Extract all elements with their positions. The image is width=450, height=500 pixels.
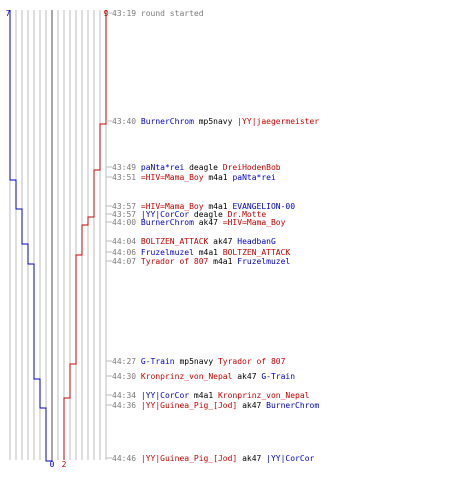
victim-name: BOLTZEN_ATTACK bbox=[218, 248, 290, 257]
event-time: 43:40 BurnerChrom mp5navy |YY|jaegermeis… bbox=[112, 117, 319, 126]
event-timestamp: 44:27 bbox=[112, 357, 136, 366]
killer-name: =HIV=Mama_Boy bbox=[136, 173, 204, 182]
killer-name: paNta*rei bbox=[136, 163, 184, 172]
weapon-name: m4a1 bbox=[208, 257, 232, 266]
kill-event-row: 44:46 |YY|Guinea_Pig_[Jod] ak47 |YY|CorC… bbox=[106, 454, 315, 463]
killer-name: BOLTZEN_ATTACK bbox=[136, 237, 208, 246]
kill-event-row: 44:36 |YY|Guinea_Pig_[Jod] ak47 BurnerCh… bbox=[106, 401, 319, 410]
killer-name: Kronprinz_von_Nepal bbox=[136, 372, 233, 381]
event-time: 44:00 BurnerChrom ak47 =HIV=Mama_Boy bbox=[112, 218, 286, 227]
weapon-name: m4a1 bbox=[204, 173, 228, 182]
weapon-name: m4a1 bbox=[194, 248, 218, 257]
killer-name: |YY|CorCor bbox=[136, 210, 189, 219]
event-timestamp: 44:46 bbox=[112, 454, 136, 463]
event-time: 43:57 |YY|CorCor deagle Dr.Motte bbox=[112, 210, 266, 219]
player-count-grid bbox=[9, 10, 107, 460]
alive-count-steps bbox=[9, 10, 107, 462]
killer-name: Tyrador of 807 bbox=[136, 257, 208, 266]
kill-event-list: 43:19 round started 43:40 BurnerChrom mp5… bbox=[106, 9, 319, 463]
blue-team-alive-line bbox=[9, 10, 53, 462]
killer-name: |YY|Guinea_Pig_[Jod] bbox=[136, 454, 237, 463]
event-time: 44:34 |YY|CorCor m4a1 Kronprinz_von_Nepa… bbox=[112, 391, 310, 400]
event-timestamp: 43:19 bbox=[112, 9, 136, 18]
event-timestamp: 43:49 bbox=[112, 163, 136, 172]
kill-event-row: 43:49 paNta*rei deagle DreiHodenBob bbox=[106, 163, 281, 172]
event-time: 44:06 Fruzelmuzel m4a1 BOLTZEN_ATTACK bbox=[112, 248, 290, 257]
weapon-name: mp5navy bbox=[194, 117, 233, 126]
event-time: 43:19 round started bbox=[112, 9, 204, 18]
weapon-name: ak47 bbox=[237, 401, 261, 410]
event-time: 44:04 BOLTZEN_ATTACK ak47 HeadbanG bbox=[112, 237, 276, 246]
blue-count-top: 7 bbox=[6, 9, 11, 18]
event-timestamp: 44:04 bbox=[112, 237, 136, 246]
event-timestamp: 43:57 bbox=[112, 202, 136, 211]
weapon-name: mp5navy bbox=[175, 357, 214, 366]
weapon-name: ak47 bbox=[208, 237, 232, 246]
event-time: 43:49 paNta*rei deagle DreiHodenBob bbox=[112, 163, 281, 172]
kill-event-row: 44:30 Kronprinz_von_Nepal ak47 G-Train bbox=[106, 372, 295, 381]
killer-name: |YY|Guinea_Pig_[Jod] bbox=[136, 401, 237, 410]
event-time: 44:27 G-Train mp5navy Tyrador of 807 bbox=[112, 357, 286, 366]
event-timestamp: 44:06 bbox=[112, 248, 136, 257]
round-start-row: 43:19 round started bbox=[106, 9, 204, 18]
weapon-name: ak47 bbox=[194, 218, 218, 227]
victim-name: Kronprinz_von_Nepal bbox=[213, 391, 310, 400]
killer-name: Fruzelmuzel bbox=[136, 248, 194, 257]
event-timestamp: 44:34 bbox=[112, 391, 136, 400]
victim-name: paNta*rei bbox=[228, 173, 276, 182]
victim-name: |YY|CorCor bbox=[261, 454, 314, 463]
weapon-name: m4a1 bbox=[204, 202, 228, 211]
blue-count-bottom: 0 bbox=[50, 460, 55, 469]
kill-event-row: 43:51 =HIV=Mama_Boy m4a1 paNta*rei bbox=[106, 173, 276, 182]
victim-name: Fruzelmuzel bbox=[232, 257, 290, 266]
event-timestamp: 44:36 bbox=[112, 401, 136, 410]
event-time: 43:51 =HIV=Mama_Boy m4a1 paNta*rei bbox=[112, 173, 276, 182]
killer-name: G-Train bbox=[136, 357, 175, 366]
weapon-name: ak47 bbox=[232, 372, 256, 381]
killer-name: BurnerChrom bbox=[136, 218, 194, 227]
kill-event-row: 43:40 BurnerChrom mp5navy |YY|jaegermeis… bbox=[106, 117, 319, 126]
kill-event-row: 44:34 |YY|CorCor m4a1 Kronprinz_von_Nepa… bbox=[106, 391, 310, 400]
event-time: 44:07 Tyrador of 807 m4a1 Fruzelmuzel bbox=[112, 257, 290, 266]
victim-name: Tyrador of 807 bbox=[213, 357, 285, 366]
victim-name: Dr.Motte bbox=[223, 210, 267, 219]
event-timestamp: 44:30 bbox=[112, 372, 136, 381]
victim-name: |YY|jaegermeister bbox=[232, 117, 319, 126]
victim-name: DreiHodenBob bbox=[218, 163, 281, 172]
kill-event-row: 44:07 Tyrador of 807 m4a1 Fruzelmuzel bbox=[106, 257, 290, 266]
event-info-text: round started bbox=[136, 9, 204, 18]
killer-name: =HIV=Mama_Boy bbox=[136, 202, 204, 211]
red-count-bottom: 2 bbox=[62, 460, 67, 469]
weapon-name: m4a1 bbox=[189, 391, 213, 400]
red-team-alive-line bbox=[63, 10, 107, 460]
kill-event-row: 43:57 =HIV=Mama_Boy m4a1 EVANGELION-00 bbox=[106, 202, 295, 211]
weapon-name: deagle bbox=[189, 210, 223, 219]
event-timestamp: 43:40 bbox=[112, 117, 136, 126]
kill-event-row: 44:27 G-Train mp5navy Tyrador of 807 bbox=[106, 357, 286, 366]
kill-event-row: 44:06 Fruzelmuzel m4a1 BOLTZEN_ATTACK bbox=[106, 248, 290, 257]
kill-event-row: 44:04 BOLTZEN_ATTACK ak47 HeadbanG bbox=[106, 237, 276, 246]
victim-name: EVANGELION-00 bbox=[228, 202, 296, 211]
event-time: 44:36 |YY|Guinea_Pig_[Jod] ak47 BurnerCh… bbox=[112, 401, 319, 410]
killer-name: BurnerChrom bbox=[136, 117, 194, 126]
event-time: 44:46 |YY|Guinea_Pig_[Jod] ak47 |YY|CorC… bbox=[112, 454, 315, 463]
event-timestamp: 44:00 bbox=[112, 218, 136, 227]
alive-count-labels: 7 9 0 2 bbox=[6, 9, 109, 469]
event-time: 43:57 =HIV=Mama_Boy m4a1 EVANGELION-00 bbox=[112, 202, 295, 211]
victim-name: BurnerChrom bbox=[261, 401, 319, 410]
event-timestamp: 43:57 bbox=[112, 210, 136, 219]
event-timestamp: 44:07 bbox=[112, 257, 136, 266]
event-time: 44:30 Kronprinz_von_Nepal ak47 G-Train bbox=[112, 372, 295, 381]
victim-name: G-Train bbox=[257, 372, 296, 381]
weapon-name: deagle bbox=[184, 163, 218, 172]
victim-name: =HIV=Mama_Boy bbox=[218, 218, 286, 227]
kill-event-row: 43:57 |YY|CorCor deagle Dr.Motte bbox=[106, 210, 266, 219]
killer-name: |YY|CorCor bbox=[136, 391, 189, 400]
victim-name: HeadbanG bbox=[232, 237, 276, 246]
kill-event-row: 44:00 BurnerChrom ak47 =HIV=Mama_Boy bbox=[106, 218, 286, 227]
event-timestamp: 43:51 bbox=[112, 173, 136, 182]
weapon-name: ak47 bbox=[237, 454, 261, 463]
